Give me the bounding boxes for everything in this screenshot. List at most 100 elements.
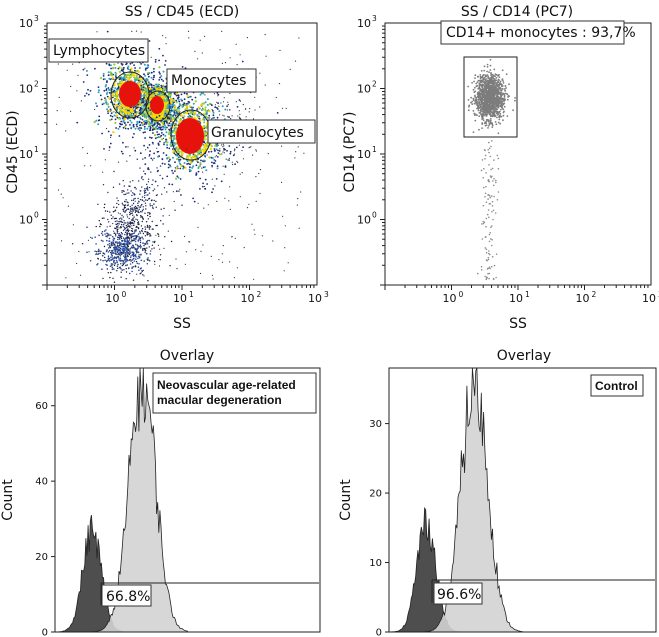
event-dot	[123, 185, 126, 187]
event-dot	[158, 71, 161, 74]
event-dot	[203, 121, 206, 124]
event-dot	[115, 114, 119, 117]
event-dot	[110, 136, 112, 138]
event-dot	[117, 267, 119, 270]
cd14-monocyte-event	[489, 58, 492, 61]
event-dot	[254, 233, 256, 235]
event-dot	[201, 52, 203, 54]
event-dot	[161, 162, 164, 165]
event-dot	[120, 271, 122, 273]
event-dot	[203, 141, 206, 144]
event-dot	[129, 226, 131, 228]
event-dot	[129, 223, 132, 225]
event-dot	[189, 110, 192, 114]
event-dot	[179, 158, 182, 161]
event-dot	[157, 244, 159, 246]
event-dot	[151, 220, 153, 223]
event-dot	[216, 200, 218, 202]
event-dot	[116, 202, 118, 205]
event-dot	[121, 221, 124, 223]
event-dot	[167, 103, 170, 106]
event-dot	[206, 103, 209, 106]
event-dot	[149, 205, 151, 207]
event-dot	[166, 191, 168, 193]
event-dot	[97, 89, 100, 92]
event-dot	[111, 242, 113, 245]
event-dot	[229, 109, 231, 111]
event-dot	[138, 180, 140, 182]
event-dot	[144, 226, 146, 228]
event-dot	[178, 100, 181, 103]
event-dot	[87, 239, 90, 241]
event-dot	[140, 267, 142, 269]
cd14-monocyte-event	[499, 80, 502, 83]
event-dot	[120, 78, 123, 81]
event-dot	[124, 211, 126, 214]
event-dot	[119, 260, 121, 262]
event-dot	[125, 222, 127, 224]
event-dot	[107, 243, 109, 246]
event-dot	[173, 136, 176, 139]
event-dot	[151, 248, 153, 250]
event-dot	[184, 108, 187, 111]
event-dot	[176, 146, 179, 149]
event-dot	[163, 143, 165, 146]
event-dot	[157, 155, 160, 158]
event-dot	[186, 95, 189, 98]
event-dot	[202, 116, 205, 119]
event-dot	[108, 233, 110, 235]
event-dot	[223, 145, 225, 147]
event-dot	[113, 100, 116, 103]
event-dot	[224, 166, 227, 168]
event-dot	[170, 240, 173, 243]
event-dot	[127, 189, 129, 191]
event-dot	[150, 76, 153, 79]
event-dot	[145, 199, 147, 201]
event-dot	[166, 121, 168, 124]
event-dot	[120, 245, 123, 247]
cd14-monocyte-event	[489, 69, 492, 71]
event-dot	[111, 268, 114, 270]
event-dot	[114, 210, 116, 212]
event-dot	[119, 249, 121, 252]
event-dot	[162, 96, 166, 99]
event-dot	[248, 203, 250, 205]
event-dot	[110, 67, 112, 70]
event-dot	[186, 163, 189, 165]
event-dot	[131, 228, 134, 230]
event-dot	[102, 171, 104, 173]
event-dot	[131, 222, 133, 225]
event-dot	[233, 150, 236, 152]
event-dot	[229, 152, 232, 155]
event-dot	[127, 240, 130, 243]
event-dot	[121, 264, 124, 267]
event-dot	[235, 43, 237, 45]
event-dot	[106, 234, 109, 237]
cd14-monocyte-event	[498, 118, 501, 121]
event-dot	[239, 173, 241, 175]
event-dot	[251, 223, 253, 225]
event-dot	[124, 206, 127, 209]
event-dot	[133, 193, 135, 195]
event-dot	[252, 154, 254, 156]
event-dot	[148, 154, 151, 156]
event-dot	[140, 63, 143, 65]
event-dot	[133, 265, 135, 268]
event-dot	[184, 166, 187, 169]
event-dot	[118, 223, 120, 225]
event-dot	[195, 173, 198, 176]
event-dot	[130, 233, 132, 235]
event-dot	[116, 265, 119, 267]
event-dot	[86, 152, 88, 154]
event-dot	[110, 259, 112, 262]
event-dot	[143, 196, 146, 199]
event-dot	[174, 105, 177, 108]
event-dot	[174, 114, 177, 117]
event-dot	[239, 54, 241, 56]
event-dot	[184, 263, 186, 265]
cd14-scatter-dots	[467, 58, 516, 281]
event-dot	[281, 181, 283, 183]
event-dot	[109, 245, 111, 247]
event-dot	[131, 259, 134, 261]
event-dot	[129, 252, 132, 254]
